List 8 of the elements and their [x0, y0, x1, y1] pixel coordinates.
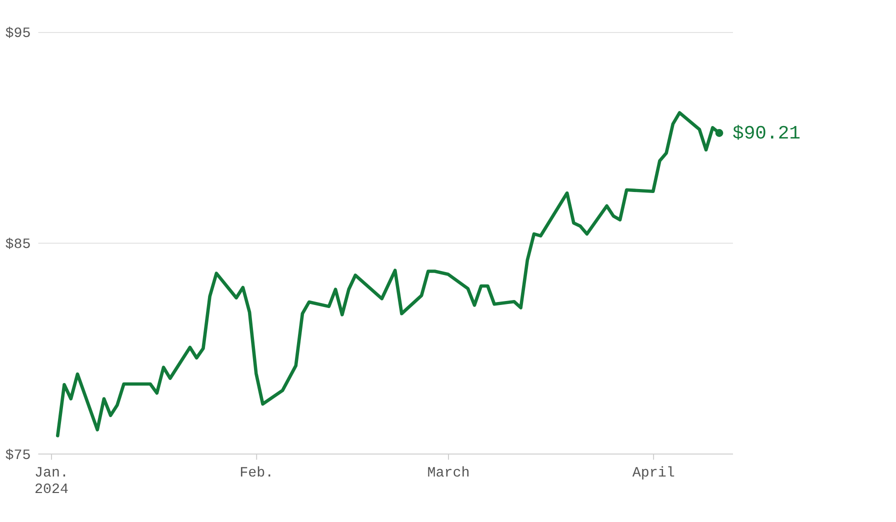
y-tick-label: $75	[5, 448, 31, 464]
x-tick-label: March	[427, 466, 470, 482]
x-tick-label: April	[632, 466, 675, 482]
y-tick-label: $95	[5, 26, 31, 42]
x-tick-label: Feb.	[240, 466, 274, 482]
x-tick-label: Jan. 2024	[34, 466, 69, 498]
annotation: $90.21	[732, 122, 801, 145]
y-tick-label: $85	[5, 236, 31, 253]
